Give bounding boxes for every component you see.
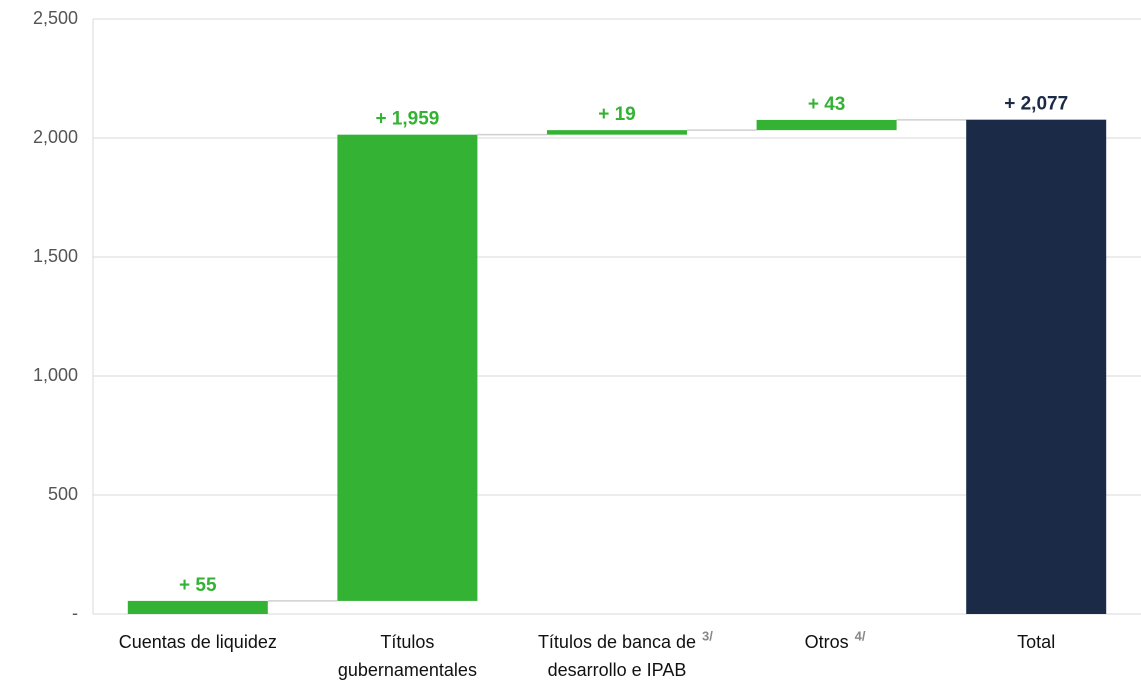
bar: [966, 119, 1107, 614]
value-label: + 19: [598, 104, 636, 125]
y-tick-label: -: [72, 603, 78, 623]
footnote: 3/: [702, 628, 713, 643]
y-tick-label: 2,500: [33, 8, 78, 28]
bar: [756, 119, 897, 131]
x-tick-label: Títulos: [380, 632, 434, 652]
x-tick-label: Cuentas de liquidez: [119, 632, 277, 652]
bar: [337, 134, 478, 601]
y-tick-label: 500: [48, 484, 78, 504]
x-tick-label: Títulos de banca de: [538, 632, 696, 652]
value-label: + 2,077: [1004, 94, 1068, 115]
footnote: 4/: [855, 628, 866, 643]
y-tick-label: 1,000: [33, 365, 78, 385]
value-label: + 43: [808, 94, 846, 115]
bar: [127, 600, 268, 614]
x-tick-label: Otros: [805, 632, 849, 652]
value-label: + 1,959: [375, 109, 439, 130]
value-label: + 55: [179, 575, 217, 596]
y-tick-label: 2,000: [33, 127, 78, 147]
bar: [547, 130, 687, 135]
y-tick-label: 1,500: [33, 246, 78, 266]
x-tick-label: Total: [1017, 632, 1055, 652]
x-tick-label: desarrollo e IPAB: [548, 660, 687, 680]
x-tick-label: gubernamentales: [338, 660, 477, 680]
